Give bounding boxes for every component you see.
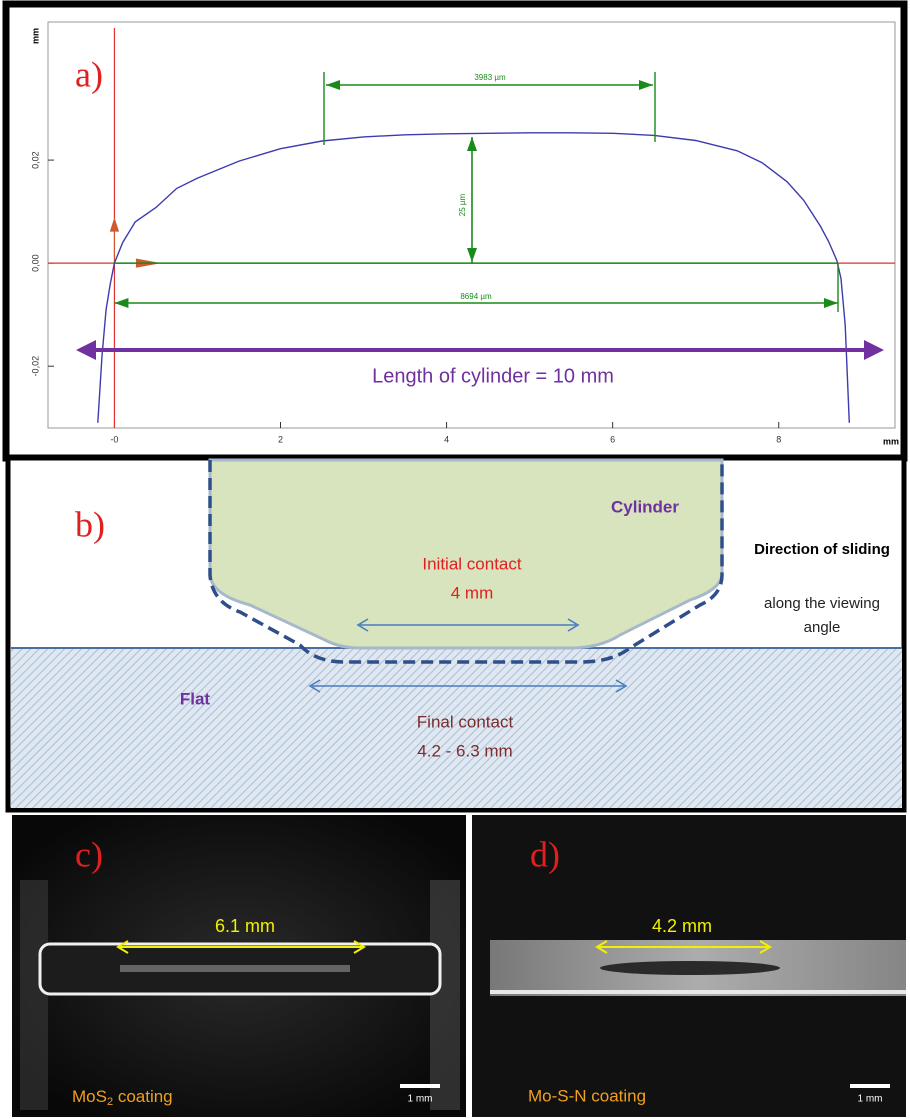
cylinder <box>208 458 724 650</box>
width-label: 6.1 mm <box>215 916 275 936</box>
track-edge <box>490 990 906 994</box>
x-axis-label: mm <box>883 436 899 446</box>
panel-b: b) Cylinder Direction of sliding along t… <box>5 455 907 813</box>
flat-label: Flat <box>180 689 211 708</box>
flat-body <box>11 648 902 808</box>
panel-d: 4.2 mm d) Mo-S-N coating 1 mm <box>472 815 906 1117</box>
profile-line <box>97 132 850 423</box>
arrow-heads <box>116 940 366 954</box>
scale-label: 1 mm <box>858 1094 883 1105</box>
scale-bar <box>400 1084 440 1088</box>
initial-contact: Initial contact <box>422 554 521 573</box>
arrow-heads <box>356 618 580 632</box>
annotation: 25 µm <box>458 193 467 216</box>
scale-bar <box>850 1084 890 1088</box>
panel-label: b) <box>75 504 105 544</box>
x-tick-label: -0 <box>110 434 118 444</box>
y-tick-label: -0,02 <box>30 356 40 377</box>
x-tick-label: 2 <box>278 434 283 444</box>
worn-outline <box>208 460 724 664</box>
final-contact: 4.2 - 6.3 mm <box>417 741 512 760</box>
direction-note: along the viewing <box>764 595 880 612</box>
photo-edge <box>430 880 460 1110</box>
coating-label: Mo-S-N coating <box>528 1086 646 1105</box>
cylinder-label: Cylinder <box>611 497 679 516</box>
x-tick-label: 6 <box>610 434 615 444</box>
y-tick-label: 0,00 <box>30 254 40 272</box>
coating-text: coating <box>113 1087 173 1106</box>
panel-label: d) <box>530 834 560 874</box>
direction-note: angle <box>804 619 841 636</box>
plot-area <box>47 21 896 429</box>
panel-label: c) <box>75 834 103 874</box>
annotation: Length of cylinder = 10 mm <box>372 365 614 387</box>
panel-c: 6.1 mm c) MoS2 coating 1 mm <box>12 815 466 1117</box>
y-tick-label: 0,02 <box>30 151 40 169</box>
x-tick-label: 8 <box>776 434 781 444</box>
photo-edge <box>20 880 48 1110</box>
y-axis-label: mm <box>30 28 40 44</box>
arrow-heads <box>595 940 772 954</box>
width-label: 4.2 mm <box>652 916 712 936</box>
coating-text: MoS <box>72 1087 107 1106</box>
profile-plot: -0 2 4 6 8 -0,02 0,00 0,02 mm mm 3983 µm 25 µm 8694 … <box>30 21 899 446</box>
scale-label: 1 mm <box>408 1094 433 1105</box>
final-contact: Final contact <box>417 712 514 731</box>
dim-arrows <box>467 137 477 262</box>
wear-streak <box>600 961 780 975</box>
annotation: 3983 µm <box>474 73 506 82</box>
panel-a-frame <box>2 0 908 462</box>
coating-label: MoS2 coating <box>72 1087 173 1107</box>
annotation: 8694 µm <box>460 292 492 301</box>
x-tick-label: 4 <box>444 434 449 444</box>
direction-label: Direction of sliding <box>754 541 890 558</box>
initial-contact: 4 mm <box>451 583 494 602</box>
panel-label: a) <box>75 54 103 94</box>
arrow-heads <box>308 679 628 693</box>
coating-subscript: 2 <box>107 1096 113 1108</box>
wear-streak <box>120 965 350 972</box>
